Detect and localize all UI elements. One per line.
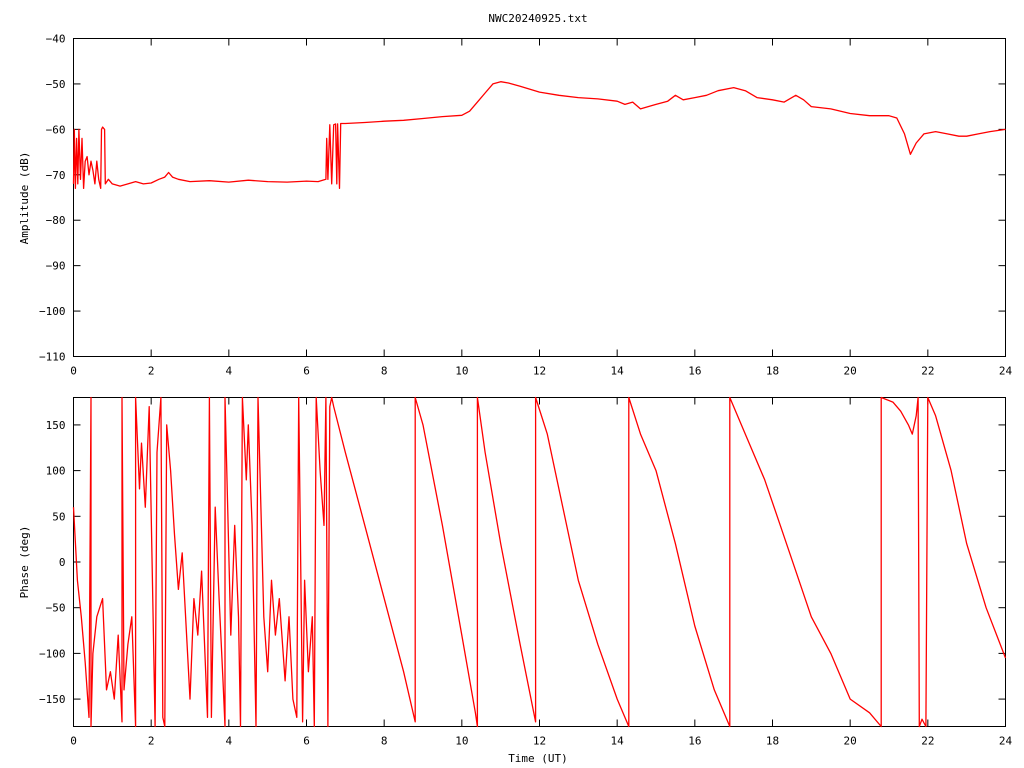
phase-y-tick-label: 0 xyxy=(59,556,66,569)
phase-y-tick-label: 150 xyxy=(46,419,66,432)
phase-x-tick-label: 22 xyxy=(921,735,934,748)
amplitude-y-tick-label: −60 xyxy=(46,123,66,136)
amplitude-y-tick-label: −80 xyxy=(46,214,66,227)
amplitude-x-tick-label: 4 xyxy=(226,365,233,378)
amplitude-y-tick-label: −90 xyxy=(46,260,66,273)
amplitude-y-tick-label: −110 xyxy=(39,351,66,364)
phase-y-ticks: 150 100 50 0 −50 −100 −150 xyxy=(39,419,1006,706)
phase-x-tick-label: 10 xyxy=(455,735,468,748)
amplitude-y-axis-label: Amplitude (dB) xyxy=(18,152,31,245)
phase-y-tick-label: 50 xyxy=(52,510,65,523)
phase-x-tick-label: 24 xyxy=(999,735,1013,748)
amplitude-y-tick-label: −50 xyxy=(46,78,66,91)
phase-x-tick-label: 0 xyxy=(70,735,77,748)
amplitude-x-tick-label: 22 xyxy=(921,365,934,378)
amplitude-y-tick-label: −70 xyxy=(46,169,66,182)
phase-series-line xyxy=(72,396,1007,728)
amplitude-y-ticks: −40 −50 −60 −70 −80 −90 −100 −110 xyxy=(39,33,1006,364)
phase-x-tick-label: 6 xyxy=(303,735,310,748)
phase-x-ticks: 0 2 4 6 8 10 12 14 16 18 20 22 24 xyxy=(70,397,1013,748)
amplitude-plot-frame xyxy=(73,38,1006,357)
phase-x-tick-label: 4 xyxy=(226,735,233,748)
amplitude-x-tick-label: 6 xyxy=(303,365,310,378)
phase-x-tick-label: 8 xyxy=(381,735,388,748)
amplitude-x-tick-label: 14 xyxy=(611,365,625,378)
amplitude-x-tick-label: 18 xyxy=(766,365,779,378)
phase-x-tick-label: 20 xyxy=(844,735,857,748)
chart-title: NWC20240925.txt xyxy=(488,12,587,25)
phase-y-axis-label: Phase (deg) xyxy=(18,526,31,599)
amplitude-x-tick-label: 10 xyxy=(455,365,468,378)
phase-y-tick-label: 100 xyxy=(46,465,66,478)
phase-y-tick-label: −150 xyxy=(39,693,66,706)
phase-x-tick-label: 18 xyxy=(766,735,779,748)
amplitude-x-tick-label: 0 xyxy=(70,365,77,378)
amplitude-x-tick-label: 8 xyxy=(381,365,388,378)
amplitude-x-tick-label: 12 xyxy=(533,365,546,378)
phase-x-tick-label: 14 xyxy=(611,735,625,748)
amplitude-x-tick-label: 16 xyxy=(688,365,701,378)
phase-plot-frame xyxy=(73,397,1006,727)
amplitude-x-tick-label: 24 xyxy=(999,365,1013,378)
phase-x-tick-label: 2 xyxy=(148,735,155,748)
amplitude-x-tick-label: 20 xyxy=(844,365,857,378)
phase-y-tick-label: −100 xyxy=(39,647,66,660)
phase-x-tick-label: 12 xyxy=(533,735,546,748)
amplitude-y-tick-label: −100 xyxy=(39,305,66,318)
amplitude-panel: −40−50−60−70−80−90−100−110 0 2 4 6 8 10 12 14 16… xyxy=(18,33,1012,378)
amplitude-y-tick-label: −40 xyxy=(46,33,66,46)
phase-x-tick-label: 16 xyxy=(688,735,701,748)
amplitude-series-line xyxy=(72,81,1006,190)
amplitude-x-ticks: 0 2 4 6 8 10 12 14 16 18 20 22 24 xyxy=(70,38,1013,378)
phase-y-tick-label: −50 xyxy=(46,602,66,615)
amplitude-x-tick-label: 2 xyxy=(148,365,155,378)
phase-x-axis-label: Time (UT) xyxy=(508,752,568,765)
